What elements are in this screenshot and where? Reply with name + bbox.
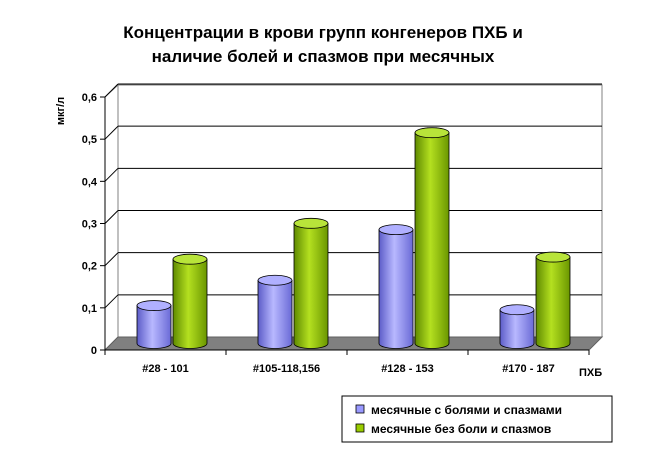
gridline-side xyxy=(104,83,119,98)
bar xyxy=(535,251,571,349)
gridline-side xyxy=(104,167,119,182)
bar-body xyxy=(136,305,172,349)
bar-top xyxy=(414,127,450,139)
gridlines xyxy=(104,83,602,309)
y-tick-label: 0,2 xyxy=(82,261,97,273)
y-axis-label: мкг/л xyxy=(55,97,67,125)
y-tick-label: 0,5 xyxy=(82,134,97,146)
x-tick-label: #28 - 101 xyxy=(142,363,188,375)
gridline-side xyxy=(104,252,119,267)
gridline-side xyxy=(104,294,119,309)
bar-top xyxy=(293,217,329,229)
chart-title-line-1: Концентрации в крови групп конгенеров ПХ… xyxy=(123,23,523,42)
x-tick-label: #170 - 187 xyxy=(502,363,555,375)
y-tick-label: 0,3 xyxy=(82,219,97,231)
x-axis-ticks: #28 - 101 #105-118,156 #128 - 153 #170 - 18… xyxy=(104,350,590,375)
bar xyxy=(414,127,450,349)
y-tick-label: 0,6 xyxy=(82,92,97,104)
y-tick-label: 0 xyxy=(91,345,97,357)
bar-top xyxy=(378,224,414,236)
y-tick-label: 0,1 xyxy=(82,303,97,315)
bar xyxy=(257,274,293,349)
y-axis-ticks: 0 0,1 0,2 0,3 0,4 0,5 0,6 xyxy=(82,92,105,357)
bar xyxy=(172,253,208,349)
legend-label-2: месячные без боли и спазмов xyxy=(371,422,551,436)
bar xyxy=(499,304,535,349)
y-tick-label: 0,4 xyxy=(82,176,98,188)
bar-top xyxy=(172,253,208,265)
bar-body xyxy=(293,222,329,349)
bar-top xyxy=(535,251,571,263)
bar-body xyxy=(257,279,293,349)
x-tick-label: #128 - 153 xyxy=(381,363,434,375)
bar-body xyxy=(535,256,571,349)
bars xyxy=(136,127,571,349)
legend-box xyxy=(341,395,613,443)
legend-swatch-2 xyxy=(355,423,365,433)
bar xyxy=(378,224,414,349)
bar xyxy=(293,217,329,349)
legend: месячные с болями и спазмами месячные бе… xyxy=(341,395,613,443)
bar-body xyxy=(414,132,450,349)
gridline-side xyxy=(104,125,119,140)
legend-label-1: месячные с болями и спазмами xyxy=(371,403,562,417)
bar-body xyxy=(499,309,535,349)
gridline-side xyxy=(104,210,119,224)
bar-top xyxy=(499,304,535,316)
x-axis-label: ПХБ xyxy=(579,367,602,379)
bar xyxy=(136,300,172,349)
chart-title-line-2: наличие болей и спазмов при месячных xyxy=(152,47,495,66)
bar-body xyxy=(378,229,414,349)
bar-top xyxy=(136,300,172,311)
bar-body xyxy=(172,258,208,349)
bar-top xyxy=(257,274,293,286)
legend-swatch-1 xyxy=(355,404,365,414)
x-tick-label: #105-118,156 xyxy=(253,363,320,375)
